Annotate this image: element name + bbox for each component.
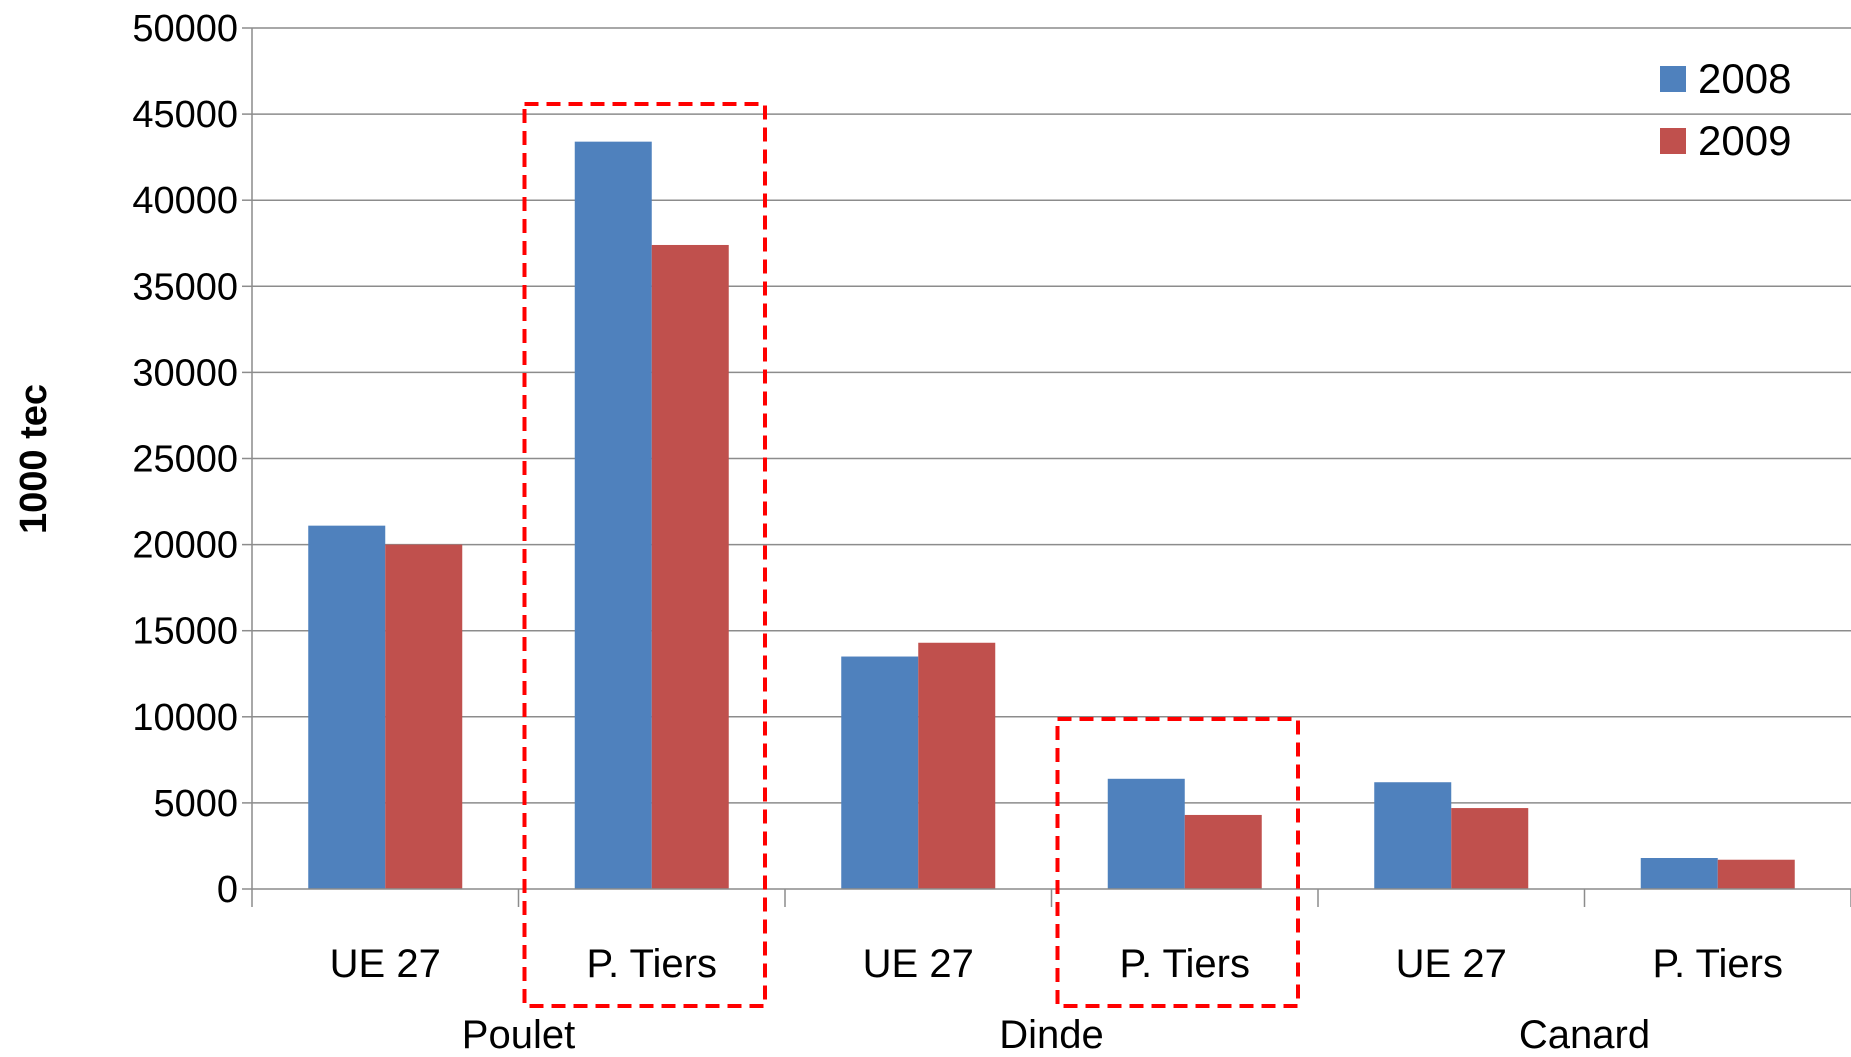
bar-2009-5 (1717, 859, 1795, 889)
group-label: Dinde (999, 1013, 1104, 1057)
x-category-label: UE 27 (330, 942, 441, 986)
group-labels: Poulet Dinde Canard (462, 1013, 1650, 1057)
y-tick-label: 15000 (132, 611, 238, 653)
x-category-label: UE 27 (1396, 942, 1507, 986)
bar-2009-0 (385, 544, 463, 889)
y-axis-title: 1000 tec (13, 384, 55, 534)
x-category-label: UE 27 (863, 942, 974, 986)
bar-2008-5 (1640, 858, 1718, 889)
gridlines (252, 27, 1851, 804)
bar-2008-0 (308, 525, 386, 889)
legend-label-2008: 2008 (1698, 55, 1791, 102)
legend: 2008 2009 (1660, 55, 1791, 164)
y-tick-label: 0 (217, 869, 238, 911)
highlight-boxes (522, 102, 1300, 1008)
bar-2008-1 (574, 141, 652, 890)
y-tick-label: 30000 (132, 352, 238, 394)
bar-2008-3 (1107, 778, 1185, 889)
bar-2008-2 (841, 656, 919, 889)
y-tick-label: 25000 (132, 439, 238, 481)
highlight-box (1055, 717, 1300, 1008)
y-tick-label: 35000 (132, 266, 238, 308)
legend-swatch-2008 (1660, 66, 1686, 92)
bar-2009-4 (1451, 808, 1529, 889)
legend-swatch-2009 (1660, 128, 1686, 154)
x-category-labels: UE 27 P. Tiers UE 27 P. Tiers UE 27 P. Tiers (330, 942, 1783, 986)
y-tick-label: 10000 (132, 697, 238, 739)
bar-2008-4 (1374, 782, 1452, 889)
axes (242, 27, 1851, 907)
y-tick-labels: 0 5000 10000 15000 20000 25000 30000 35000 40000… (132, 8, 238, 911)
y-tick-label: 45000 (132, 94, 238, 136)
bar-2009-3 (1184, 814, 1262, 889)
bar-2009-1 (651, 244, 729, 890)
group-label: Poulet (462, 1013, 575, 1057)
y-tick-label: 50000 (132, 8, 238, 50)
y-tick-label: 5000 (153, 783, 238, 825)
y-tick-label: 20000 (132, 525, 238, 567)
x-category-label: P. Tiers (587, 942, 717, 986)
group-label: Canard (1519, 1013, 1650, 1057)
x-category-label: P. Tiers (1653, 942, 1783, 986)
bars (308, 141, 1795, 890)
legend-label-2009: 2009 (1698, 117, 1791, 164)
x-category-label: P. Tiers (1120, 942, 1250, 986)
y-tick-label: 40000 (132, 180, 238, 222)
highlight-box (522, 102, 767, 1008)
bar-2009-2 (918, 642, 996, 889)
